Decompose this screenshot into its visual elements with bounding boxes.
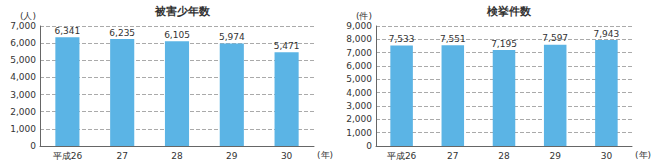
svg-text:7,000: 7,000 bbox=[346, 48, 372, 58]
svg-text:28: 28 bbox=[498, 151, 510, 161]
svg-text:29: 29 bbox=[549, 151, 561, 161]
svg-text:28: 28 bbox=[171, 151, 183, 161]
svg-text:5,471: 5,471 bbox=[274, 41, 300, 51]
svg-text:検挙件数: 検挙件数 bbox=[486, 5, 532, 18]
svg-text:6,000: 6,000 bbox=[10, 38, 36, 48]
svg-text:7,000: 7,000 bbox=[10, 21, 36, 31]
svg-text:7,597: 7,597 bbox=[542, 33, 568, 43]
svg-text:5,974: 5,974 bbox=[219, 32, 245, 42]
svg-text:(人): (人) bbox=[20, 11, 36, 21]
svg-text:30: 30 bbox=[281, 151, 293, 161]
svg-text:6,235: 6,235 bbox=[109, 28, 135, 38]
svg-text:0: 0 bbox=[30, 141, 36, 151]
svg-text:2,000: 2,000 bbox=[10, 107, 36, 117]
svg-text:4,000: 4,000 bbox=[10, 72, 36, 82]
svg-text:(件): (件) bbox=[356, 11, 372, 21]
svg-text:6,105: 6,105 bbox=[164, 30, 190, 40]
svg-text:8,000: 8,000 bbox=[346, 34, 372, 44]
svg-text:(年): (年) bbox=[317, 150, 333, 160]
svg-text:7,943: 7,943 bbox=[594, 29, 620, 39]
svg-text:6,341: 6,341 bbox=[55, 26, 81, 36]
svg-text:2,000: 2,000 bbox=[346, 114, 372, 124]
svg-text:5,000: 5,000 bbox=[346, 74, 372, 84]
svg-text:0: 0 bbox=[366, 141, 372, 151]
svg-text:平成26: 平成26 bbox=[53, 151, 83, 161]
svg-text:6,000: 6,000 bbox=[346, 61, 372, 71]
svg-text:29: 29 bbox=[226, 151, 238, 161]
svg-text:7,533: 7,533 bbox=[389, 34, 415, 44]
svg-text:3,000: 3,000 bbox=[346, 101, 372, 111]
svg-text:1,000: 1,000 bbox=[346, 128, 372, 138]
svg-text:7,195: 7,195 bbox=[491, 39, 517, 49]
svg-text:3,000: 3,000 bbox=[10, 90, 36, 100]
svg-text:被害少年数: 被害少年数 bbox=[154, 5, 211, 18]
svg-text:7,551: 7,551 bbox=[440, 34, 466, 44]
svg-text:1,000: 1,000 bbox=[10, 124, 36, 134]
svg-text:27: 27 bbox=[447, 151, 458, 161]
svg-text:9,000: 9,000 bbox=[346, 21, 372, 31]
svg-text:30: 30 bbox=[601, 151, 613, 161]
svg-text:5,000: 5,000 bbox=[10, 55, 36, 65]
svg-text:27: 27 bbox=[116, 151, 127, 161]
svg-text:4,000: 4,000 bbox=[346, 88, 372, 98]
svg-text:平成26: 平成26 bbox=[387, 151, 417, 161]
svg-text:(年): (年) bbox=[635, 150, 651, 160]
